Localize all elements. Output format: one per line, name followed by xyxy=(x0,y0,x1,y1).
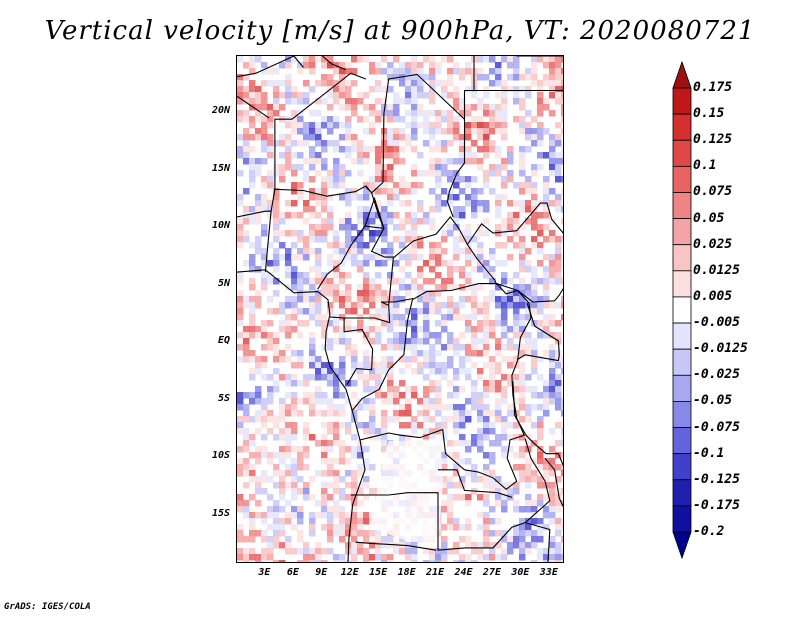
boundary-line xyxy=(343,318,374,385)
colorbar-tick-label: -0.0125 xyxy=(693,341,748,357)
colorbar-tick-label: 0.05 xyxy=(693,210,725,226)
colorbar-segment xyxy=(672,113,692,141)
colorbar-segment xyxy=(672,139,692,167)
colorbar-segment xyxy=(672,453,692,481)
colorbar-tick-label: 0.075 xyxy=(693,184,733,200)
colorbar-tick-label: 0.025 xyxy=(693,236,733,252)
colorbar-segment xyxy=(672,244,692,272)
lon-tick-label: 12E xyxy=(340,567,359,578)
masked-terrain-area xyxy=(369,438,443,545)
lat-tick-label: 15N xyxy=(211,162,230,174)
colorbar-segment xyxy=(672,479,692,507)
colorbar-tick-label: -0.175 xyxy=(693,497,740,513)
boundary-line xyxy=(352,283,532,491)
lon-tick-label: 15E xyxy=(369,567,388,578)
lon-tick-label: 6E xyxy=(286,567,299,578)
boundary-line xyxy=(544,457,563,508)
boundary-line xyxy=(274,72,367,190)
boundary-line xyxy=(329,297,414,324)
colorbar-segment xyxy=(672,87,692,115)
colorbar-tick-label: -0.2 xyxy=(693,524,725,539)
colorbar-tick-label: -0.1 xyxy=(693,445,725,461)
credit-text: GrADS: IGES/COLA xyxy=(4,602,91,612)
lat-tick-label: 5S xyxy=(217,392,230,404)
boundary-line xyxy=(317,196,498,290)
boundary-line xyxy=(496,283,563,303)
colorbar-segment xyxy=(672,401,692,428)
boundary-line xyxy=(237,210,272,218)
lat-tick-label: EQ xyxy=(217,335,230,347)
colorbar-tick-label: 0.1 xyxy=(693,158,717,174)
colorbar xyxy=(672,60,692,560)
lon-tick-label: 30E xyxy=(511,567,530,578)
lon-tick-label: 24E xyxy=(454,567,473,578)
lon-tick-label: 27E xyxy=(482,567,501,578)
colorbar-tick-label: 0.005 xyxy=(693,288,733,304)
boundary-line xyxy=(237,269,366,562)
colorbar-tick-label: -0.05 xyxy=(693,393,733,409)
colorbar-segment xyxy=(672,348,692,376)
velocity-cells xyxy=(237,56,563,562)
colorbar-segment xyxy=(672,296,692,324)
colorbar-tick-label: -0.005 xyxy=(693,315,740,331)
lon-tick-label: 9E xyxy=(315,567,328,578)
velocity-field xyxy=(237,56,563,562)
lat-tick-label: 10N xyxy=(211,220,230,232)
boundary-line xyxy=(350,492,465,551)
boundary-line xyxy=(512,381,563,467)
boundary-line xyxy=(321,56,347,71)
boundary-line xyxy=(237,95,270,119)
boundary-line xyxy=(237,56,304,78)
lat-tick-label: 5N xyxy=(217,277,230,289)
colorbar-segment xyxy=(672,374,692,402)
boundary-line xyxy=(525,522,551,562)
boundary-line xyxy=(464,438,551,549)
lat-tick-label: 10S xyxy=(211,450,230,462)
colorbar-segment xyxy=(672,427,692,455)
colorbar-segment xyxy=(672,218,692,246)
boundary-line xyxy=(355,541,437,551)
colorbar-tick-label: 0.125 xyxy=(693,132,733,148)
country-boundaries xyxy=(237,56,563,562)
colorbar-segment xyxy=(672,165,692,193)
colorbar-tick-label: 0.0125 xyxy=(693,262,740,278)
lon-tick-label: 33E xyxy=(539,567,558,578)
boundary-line xyxy=(466,202,563,245)
colorbar-bottom-arrow xyxy=(672,531,692,560)
colorbar-segment xyxy=(672,270,692,298)
map-frame xyxy=(236,55,564,563)
colorbar-top-arrow xyxy=(672,60,692,89)
colorbar-tick-label: -0.125 xyxy=(693,471,740,487)
boundary-line xyxy=(360,428,465,471)
colorbar-segment xyxy=(672,505,692,533)
colorbar-segment xyxy=(672,322,692,350)
colorbar-tick-label: 0.175 xyxy=(693,80,733,95)
lat-tick-label: 20N xyxy=(211,105,230,117)
colorbar-tick-label: -0.025 xyxy=(693,367,740,383)
colorbar-tick-label: 0.15 xyxy=(693,106,725,122)
boundary-line xyxy=(517,302,560,362)
colorbar-segment xyxy=(672,192,692,219)
chart-title: Vertical velocity [m/s] at 900hPa, VT: 2… xyxy=(44,16,756,46)
colorbar-tick-label: -0.075 xyxy=(693,419,740,435)
boundary-line xyxy=(264,185,373,273)
lon-tick-label: 18E xyxy=(397,567,416,578)
boundary-line xyxy=(438,469,513,498)
lat-tick-label: 15S xyxy=(211,507,230,519)
lon-tick-label: 3E xyxy=(258,567,271,578)
lon-tick-label: 21E xyxy=(426,567,445,578)
boundary-line xyxy=(388,257,394,306)
